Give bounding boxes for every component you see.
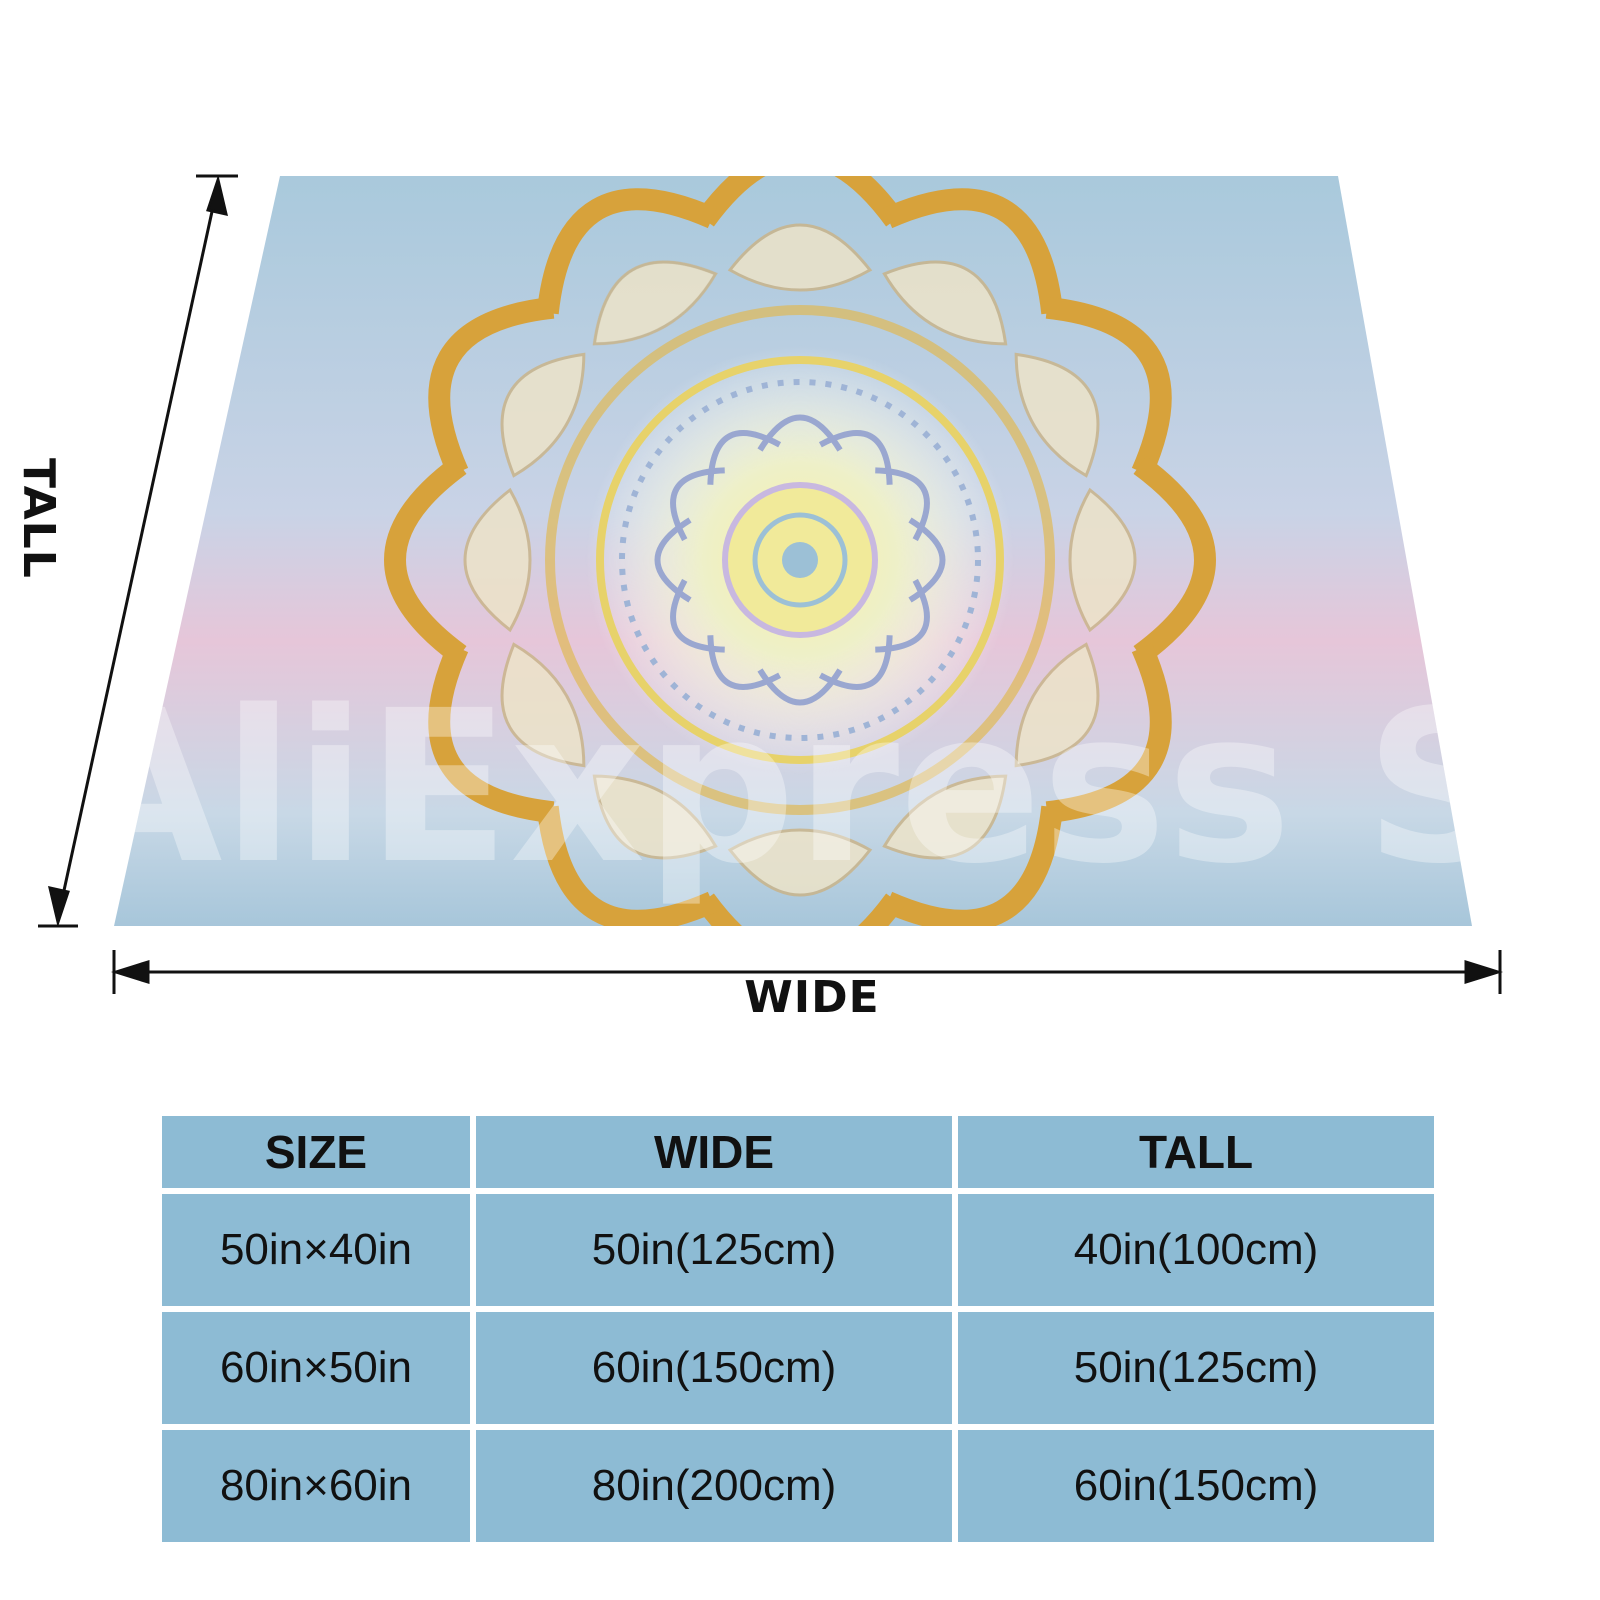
watermark-text: AliExpress Store [60, 665, 1600, 910]
tall-arrow [38, 174, 238, 928]
table-row: 60in×50in 60in(150cm) 50in(125cm) [162, 1312, 1434, 1424]
cell-tall: 40in(100cm) [958, 1194, 1434, 1306]
wide-label-text: WIDE [744, 972, 880, 1023]
wide-arrow [110, 950, 1504, 994]
cell-wide: 50in(125cm) [476, 1194, 952, 1306]
header-tall: TALL [958, 1116, 1434, 1188]
blanket-illustration: AliExpress Store [38, 174, 1600, 994]
cell-tall: 60in(150cm) [958, 1430, 1434, 1542]
table-row: 80in×60in 80in(200cm) 60in(150cm) [162, 1430, 1434, 1542]
mandala-pattern: AliExpress Store [60, 176, 1600, 926]
cell-wide: 80in(200cm) [476, 1430, 952, 1542]
table-header-row: SIZE WIDE TALL [162, 1116, 1434, 1188]
header-wide: WIDE [476, 1116, 952, 1188]
wide-dimension-label: WIDE [0, 972, 1600, 1023]
cell-tall: 50in(125cm) [958, 1312, 1434, 1424]
cell-size: 60in×50in [162, 1312, 470, 1424]
cell-size: 50in×40in [162, 1194, 470, 1306]
table-row: 50in×40in 50in(125cm) 40in(100cm) [162, 1194, 1434, 1306]
tall-dimension-label: TALL [13, 458, 64, 579]
cell-wide: 60in(150cm) [476, 1312, 952, 1424]
size-chart-table: SIZE WIDE TALL 50in×40in 50in(125cm) 40i… [156, 1110, 1440, 1548]
header-size: SIZE [162, 1116, 470, 1188]
blanket-preview: AliExpress Store [38, 174, 1600, 994]
cell-size: 80in×60in [162, 1430, 470, 1542]
